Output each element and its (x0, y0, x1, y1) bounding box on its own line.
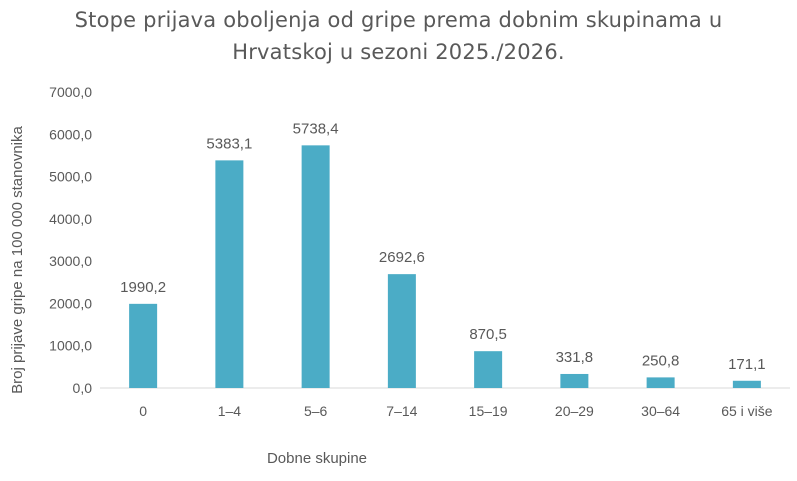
data-label: 1990,2 (120, 279, 166, 296)
x-axis-title: Dobne skupine (267, 450, 367, 467)
y-tick-label: 0,0 (73, 380, 93, 396)
y-tick-label: 4000,0 (49, 211, 92, 227)
x-tick-label: 0 (139, 403, 147, 419)
data-label: 870,5 (469, 326, 507, 343)
data-label: 331,8 (556, 349, 594, 366)
y-tick-label: 2000,0 (49, 295, 92, 311)
y-tick-label: 6000,0 (49, 126, 92, 142)
y-tick-label: 5000,0 (49, 169, 92, 185)
chart-title-line-1: Stope prijava oboljenja od gripe prema d… (74, 8, 723, 32)
data-label: 171,1 (728, 356, 766, 373)
x-tick-label: 7–14 (386, 403, 417, 419)
x-tick-label: 30–64 (641, 403, 680, 419)
bar (474, 351, 503, 388)
data-label: 2692,6 (379, 249, 425, 266)
x-tick-label: 5–6 (304, 403, 328, 419)
y-tick-label: 7000,0 (49, 84, 92, 100)
data-label: 250,8 (642, 352, 680, 369)
chart-title-line-2: Hrvatskoj u sezoni 2025./2026. (232, 40, 565, 64)
bar (129, 303, 158, 388)
y-axis-title: Broj prijave gripe na 100 000 stanovnika (9, 126, 26, 394)
x-tick-label: 65 i više (721, 403, 773, 419)
x-tick-label: 15–19 (469, 403, 508, 419)
bar (646, 377, 675, 388)
data-label: 5383,1 (206, 135, 252, 152)
data-label: 5738,4 (293, 120, 339, 137)
bar (387, 274, 416, 388)
y-tick-label: 1000,0 (49, 338, 92, 354)
y-tick-label: 3000,0 (49, 253, 92, 269)
bar (301, 145, 330, 388)
bar (560, 373, 589, 388)
x-tick-label: 1–4 (218, 403, 242, 419)
bar (215, 160, 244, 388)
x-tick-label: 20–29 (555, 403, 594, 419)
bar (732, 380, 761, 388)
